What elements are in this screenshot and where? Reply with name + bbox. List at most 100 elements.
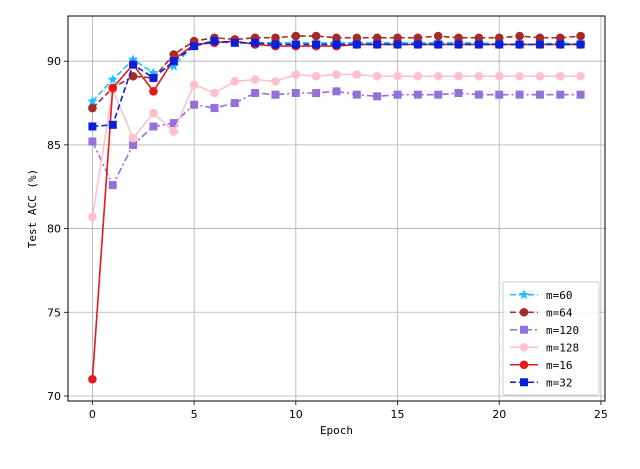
data-point [332, 70, 341, 79]
x-axis-label: Epoch [320, 424, 353, 437]
data-point [190, 100, 199, 109]
data-point [190, 42, 199, 51]
series-group [87, 31, 586, 384]
data-point [352, 33, 362, 43]
y-tick-label: 75 [47, 306, 61, 319]
legend: m=60 m=64 m=120 m=128 m=16 m=32 [502, 281, 600, 396]
series-5 [88, 37, 585, 131]
legend-marker [520, 378, 528, 387]
data-point [352, 40, 361, 49]
data-point [148, 67, 159, 78]
data-point [88, 137, 97, 146]
legend-label: m=120 [546, 324, 579, 337]
data-point [373, 40, 382, 49]
data-point [393, 90, 402, 99]
data-point [169, 57, 178, 66]
data-point [127, 54, 139, 64]
data-point [393, 71, 402, 81]
data-point [495, 40, 504, 49]
data-point [311, 71, 321, 81]
data-point [515, 90, 524, 99]
data-point [474, 33, 484, 43]
data-point [474, 40, 483, 49]
grid-lines [68, 16, 605, 401]
data-point [312, 89, 321, 97]
data-point [494, 33, 504, 43]
data-point [434, 40, 443, 49]
data-point [230, 76, 240, 86]
data-point [535, 90, 544, 99]
y-tick-label: 85 [47, 139, 61, 152]
x-tick-label: 25 [594, 408, 608, 421]
data-point [129, 60, 138, 69]
data-point [149, 108, 158, 118]
data-point [251, 89, 260, 97]
data-point [88, 122, 97, 131]
data-point [271, 90, 280, 99]
x-tick-label: 0 [89, 408, 96, 421]
data-point [515, 40, 524, 49]
data-point [535, 40, 544, 49]
legend-label: m=16 [546, 359, 573, 372]
legend-marker [520, 325, 528, 334]
data-point [454, 40, 463, 49]
legend-marker [519, 307, 529, 317]
legend-marker [519, 360, 529, 370]
legend-label: m=32 [546, 376, 573, 389]
data-point [576, 40, 585, 49]
data-point [149, 73, 158, 82]
data-point [230, 99, 239, 108]
data-point [128, 71, 138, 81]
series-2 [88, 87, 585, 190]
y-tick-label: 90 [47, 55, 61, 68]
data-point [413, 71, 423, 81]
data-point [372, 71, 382, 81]
data-point [168, 60, 179, 71]
data-point [555, 33, 565, 43]
data-point [210, 88, 219, 98]
plot-frame [67, 15, 606, 402]
data-point [576, 90, 585, 99]
data-point [271, 76, 280, 86]
data-point [474, 90, 483, 99]
data-point [271, 33, 280, 43]
data-point [108, 181, 117, 190]
data-point [332, 87, 341, 96]
data-point [433, 71, 443, 81]
data-point [556, 90, 565, 99]
data-point [169, 119, 178, 128]
data-point [454, 33, 463, 43]
data-point [291, 31, 301, 41]
x-tick-label: 15 [391, 408, 405, 421]
data-point [495, 90, 504, 99]
data-point [576, 31, 585, 41]
data-point [128, 133, 138, 143]
data-point [433, 31, 443, 41]
data-point [250, 75, 260, 84]
legend-marker [519, 342, 529, 352]
x-tick-label: 5 [191, 408, 198, 421]
data-point [88, 103, 97, 113]
data-point [149, 122, 158, 131]
data-point [271, 40, 280, 49]
data-point [413, 33, 423, 43]
data-point [434, 90, 443, 99]
y-axis-label: Test ACC (%) [26, 169, 39, 248]
data-point [88, 374, 97, 384]
data-point [454, 71, 463, 81]
data-point [352, 90, 361, 99]
data-point [413, 40, 422, 49]
data-point [332, 33, 341, 43]
data-point [87, 95, 98, 106]
data-point [474, 71, 484, 81]
data-point [373, 92, 382, 101]
data-point [108, 83, 118, 93]
data-point [535, 71, 545, 81]
legend-label: m=60 [546, 289, 573, 302]
data-point [291, 40, 300, 49]
data-point [555, 71, 565, 81]
data-point [454, 89, 463, 97]
data-point [251, 38, 260, 47]
data-point [291, 89, 300, 97]
